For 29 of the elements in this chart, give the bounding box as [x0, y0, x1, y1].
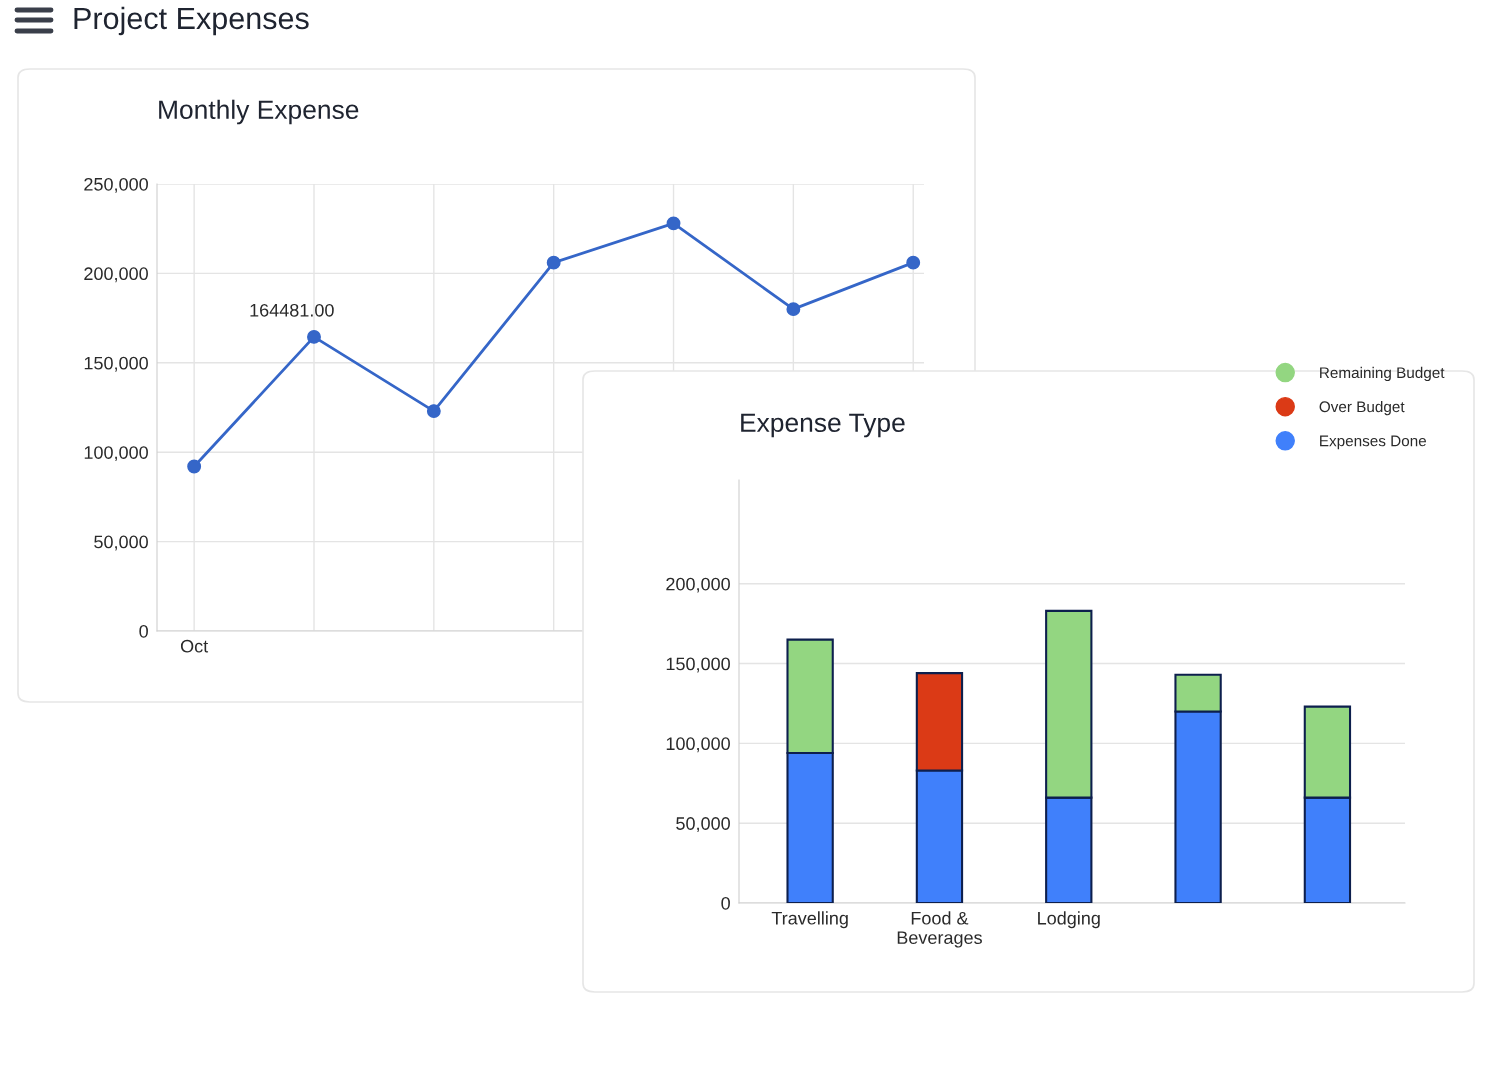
legend-label: Expenses Done	[1320, 435, 1427, 450]
chart-title: Expense Type	[741, 413, 905, 438]
y-tick-label: 100,000	[666, 737, 730, 753]
data-label: 164481.00	[250, 303, 334, 317]
text: Project Expenses	[74, 6, 309, 36]
y-tick-label: 50,000	[94, 535, 148, 551]
y-tick-label: 150,000	[84, 356, 148, 372]
y-tick-label: 100,000	[84, 446, 148, 462]
y-tick-label: 0	[721, 896, 730, 910]
point	[307, 329, 321, 344]
point	[786, 302, 801, 317]
x-tick-label: Oct	[180, 639, 209, 653]
point	[187, 459, 202, 474]
x-tick-label: Food & Beverages	[897, 911, 982, 948]
chart-title: Monthly Expense	[159, 99, 359, 125]
point	[546, 255, 561, 270]
point	[666, 216, 681, 231]
y-tick-label: 50,000	[676, 817, 730, 833]
legend-label: Over Budget	[1319, 400, 1405, 416]
y-tick-label: 0	[139, 624, 148, 638]
x-tick-label: Lodging	[1038, 911, 1100, 929]
y-tick-label: 150,000	[666, 657, 730, 673]
point	[906, 255, 921, 270]
legend-label: Remaining Budget	[1320, 366, 1445, 382]
point	[426, 404, 441, 419]
x-tick-label: Travelling	[771, 911, 848, 929]
y-tick-label: 200,000	[84, 267, 148, 283]
y-tick-label: 250,000	[84, 177, 148, 193]
y-tick-label: 200,000	[666, 577, 730, 593]
